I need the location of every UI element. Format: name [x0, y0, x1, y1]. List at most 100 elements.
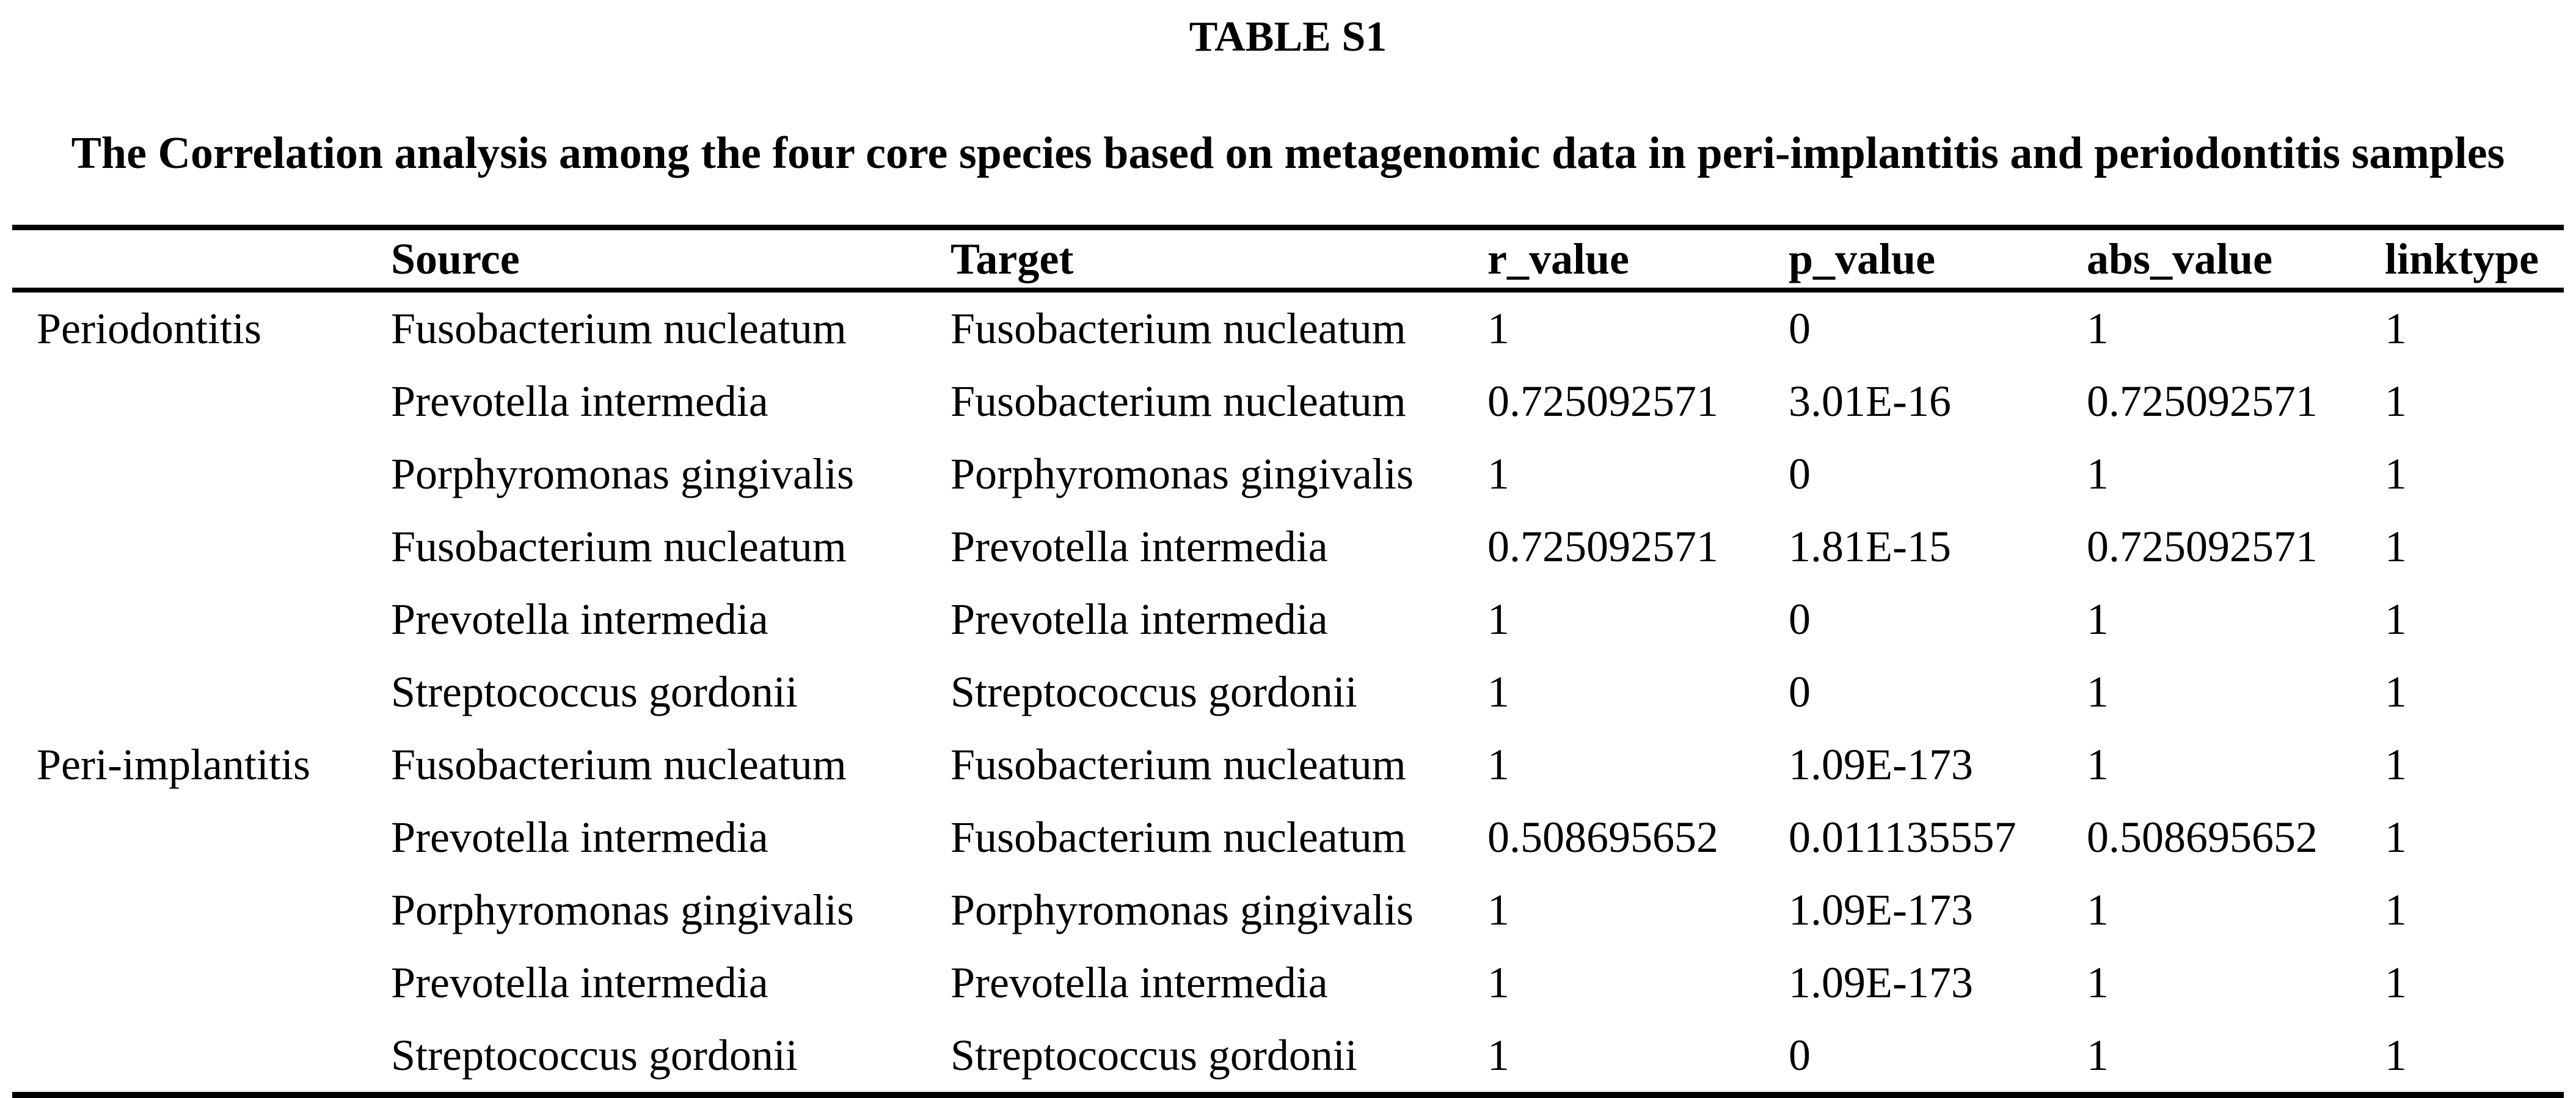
cell-linktype: 1 [2385, 1031, 2407, 1080]
cell-linktype: 1 [2385, 449, 2407, 498]
cell-linktype: 1 [2385, 377, 2407, 426]
cell-r-value: 0.508695652 [1487, 813, 1718, 862]
cell-p-value: 0.011135557 [1789, 813, 2016, 862]
cell-abs-value: 1 [2087, 885, 2109, 934]
cell-group: Peri-implantitis [37, 740, 310, 789]
cell-linktype: 1 [2385, 667, 2407, 716]
cell-r-value: 0.725092571 [1487, 522, 1718, 571]
table-row: Prevotella intermedia Fusobacterium nucle… [12, 365, 2564, 438]
cell-abs-value: 1 [2087, 1031, 2109, 1080]
header-cell-abs-value: abs_value [2087, 227, 2385, 293]
cell-abs-value: 1 [2087, 667, 2109, 716]
cell-abs-value: 0.508695652 [2087, 813, 2318, 862]
cell-linktype: 1 [2385, 522, 2407, 571]
cell-source: Prevotella intermedia [391, 377, 768, 426]
cell-p-value: 1.09E-173 [1789, 885, 1973, 934]
cell-source: Streptococcus gordonii [391, 667, 798, 716]
table-row: Streptococcus gordonii Streptococcus gord… [12, 1019, 2564, 1095]
cell-target: Prevotella intermedia [950, 958, 1328, 1007]
cell-group [12, 438, 391, 511]
correlation-table: Source Target r_value p_value abs_value … [12, 225, 2564, 1098]
table-title: The Correlation analysis among the four … [71, 128, 2505, 178]
cell-group [12, 656, 391, 729]
cell-abs-value: 1 [2087, 740, 2109, 789]
table-row: Prevotella intermedia Prevotella intermed… [12, 947, 2564, 1019]
cell-abs-value: 0.725092571 [2087, 522, 2318, 571]
cell-p-value: 1.09E-173 [1789, 958, 1973, 1007]
table-row: Streptococcus gordonii Streptococcus gord… [12, 656, 2564, 729]
cell-p-value: 1.81E-15 [1789, 522, 1951, 571]
cell-source: Prevotella intermedia [391, 595, 768, 644]
cell-linktype: 1 [2385, 813, 2407, 862]
table-row: Porphyromonas gingivalis Porphyromonas gi… [12, 874, 2564, 947]
cell-source: Fusobacterium nucleatum [391, 304, 847, 353]
cell-group [12, 874, 391, 947]
header-cell-source: Source [391, 227, 950, 293]
cell-abs-value: 1 [2087, 449, 2109, 498]
cell-target: Fusobacterium nucleatum [950, 304, 1406, 353]
cell-target: Fusobacterium nucleatum [950, 740, 1406, 789]
cell-p-value: 0 [1789, 449, 1811, 498]
cell-linktype: 1 [2385, 958, 2407, 1007]
cell-linktype: 1 [2385, 885, 2407, 934]
cell-linktype: 1 [2385, 304, 2407, 353]
cell-r-value: 1 [1487, 449, 1509, 498]
cell-r-value: 1 [1487, 667, 1509, 716]
cell-target: Prevotella intermedia [950, 595, 1328, 644]
cell-target: Porphyromonas gingivalis [950, 449, 1414, 498]
cell-p-value: 1.09E-173 [1789, 740, 1973, 789]
cell-group [12, 1019, 391, 1095]
cell-r-value: 1 [1487, 740, 1509, 789]
header-cell-target: Target [950, 227, 1487, 293]
table-row: Fusobacterium nucleatum Prevotella interm… [12, 511, 2564, 583]
cell-target: Porphyromonas gingivalis [950, 885, 1414, 934]
cell-target: Prevotella intermedia [950, 522, 1328, 571]
table-header-row: Source Target r_value p_value abs_value … [12, 227, 2564, 293]
cell-abs-value: 1 [2087, 595, 2109, 644]
table-row: Periodontitis Fusobacterium nucleatum Fuso… [12, 290, 2564, 365]
cell-target: Streptococcus gordonii [950, 1031, 1357, 1080]
cell-p-value: 3.01E-16 [1789, 377, 1951, 426]
cell-abs-value: 0.725092571 [2087, 377, 2318, 426]
cell-r-value: 1 [1487, 595, 1509, 644]
cell-group [12, 947, 391, 1019]
cell-p-value: 0 [1789, 304, 1811, 353]
header-cell-group [12, 227, 391, 293]
cell-group [12, 365, 391, 438]
cell-r-value: 1 [1487, 1031, 1509, 1080]
cell-linktype: 1 [2385, 595, 2407, 644]
cell-r-value: 1 [1487, 885, 1509, 934]
table-row: Prevotella intermedia Fusobacterium nucle… [12, 801, 2564, 874]
cell-p-value: 0 [1789, 667, 1811, 716]
table-label: TABLE S1 [1189, 13, 1387, 60]
cell-source: Porphyromonas gingivalis [391, 449, 854, 498]
cell-abs-value: 1 [2087, 958, 2109, 1007]
table-body: Periodontitis Fusobacterium nucleatum Fuso… [12, 290, 2564, 1095]
cell-source: Fusobacterium nucleatum [391, 740, 847, 789]
cell-r-value: 1 [1487, 304, 1509, 353]
header-cell-linktype: linktype [2385, 227, 2564, 293]
cell-p-value: 0 [1789, 595, 1811, 644]
cell-target: Streptococcus gordonii [950, 667, 1357, 716]
table-row: Porphyromonas gingivalis Porphyromonas gi… [12, 438, 2564, 511]
cell-target: Fusobacterium nucleatum [950, 813, 1406, 862]
cell-source: Prevotella intermedia [391, 958, 768, 1007]
cell-source: Prevotella intermedia [391, 813, 768, 862]
cell-source: Porphyromonas gingivalis [391, 885, 854, 934]
cell-group [12, 511, 391, 583]
cell-group [12, 801, 391, 874]
cell-source: Fusobacterium nucleatum [391, 522, 847, 571]
header-cell-r-value: r_value [1487, 227, 1789, 293]
table-row: Peri-implantitis Fusobacterium nucleatum F… [12, 729, 2564, 801]
cell-target: Fusobacterium nucleatum [950, 377, 1406, 426]
table-row: Prevotella intermedia Prevotella intermed… [12, 583, 2564, 656]
cell-abs-value: 1 [2087, 304, 2109, 353]
cell-source: Streptococcus gordonii [391, 1031, 798, 1080]
cell-p-value: 0 [1789, 1031, 1811, 1080]
cell-r-value: 1 [1487, 958, 1509, 1007]
cell-r-value: 0.725092571 [1487, 377, 1718, 426]
cell-group [12, 583, 391, 656]
cell-group: Periodontitis [37, 304, 262, 353]
cell-linktype: 1 [2385, 740, 2407, 789]
